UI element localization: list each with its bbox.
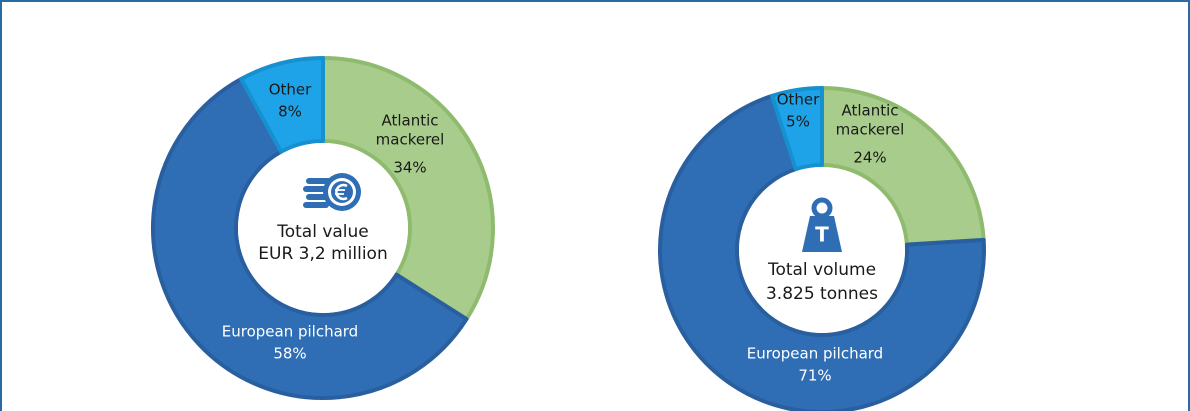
weight-icon: T xyxy=(802,197,842,252)
donut-segment xyxy=(151,77,469,400)
coin-icon xyxy=(303,173,361,211)
segment-value-label: 24% xyxy=(853,149,886,167)
center-label: 3.825 tonnes xyxy=(766,284,878,304)
segment-label: Other xyxy=(777,91,820,109)
segment-label: Atlantic mackerel xyxy=(376,111,445,148)
donut-segment xyxy=(239,56,325,154)
segment-value-label: 34% xyxy=(393,159,426,177)
donut-segment xyxy=(321,56,495,322)
charts: Atlantic mackerel 34% European pilchard 58% O… xyxy=(151,56,986,411)
svg-text:T: T xyxy=(815,223,829,247)
donut-segment xyxy=(820,86,986,247)
donut-segment xyxy=(769,86,824,172)
center-label: Total volume xyxy=(767,260,876,280)
segment-value-label: 8% xyxy=(278,103,302,121)
segment-label: Atlantic mackerel xyxy=(836,101,905,138)
segment-value-label: 5% xyxy=(786,113,810,131)
segment-value-label: 71% xyxy=(798,367,831,385)
segment-value-label: 58% xyxy=(273,345,306,363)
center-label: EUR 3,2 million xyxy=(258,244,387,264)
segment-label: Other xyxy=(269,81,312,99)
segment-label: European pilchard xyxy=(747,345,883,363)
donut-hole xyxy=(238,143,408,313)
center-label: Total value xyxy=(276,222,369,242)
segment-label: European pilchard xyxy=(222,323,358,341)
donut-segment xyxy=(658,93,986,411)
